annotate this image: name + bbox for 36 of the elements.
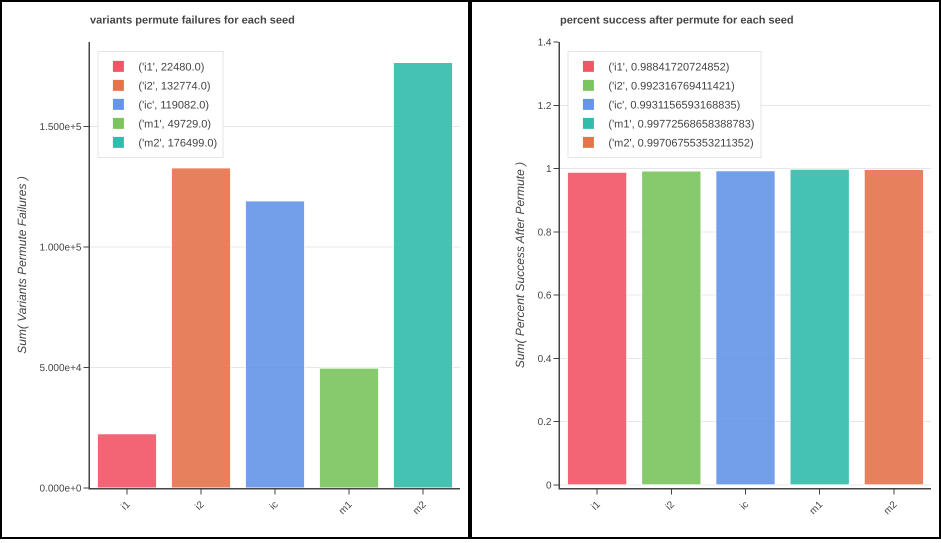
x-tick-label: m2 <box>411 499 429 517</box>
y-tick-label: 0.6 <box>538 290 552 302</box>
legend-label: ('m1', 49729.0) <box>138 118 212 131</box>
x-tick-label: ic <box>738 499 752 512</box>
y-tick-label: 0.8 <box>538 227 552 238</box>
y-tick-label: 1.4 <box>538 38 552 48</box>
y-tick-label: 0.4 <box>538 354 552 365</box>
x-tick-label: m1 <box>808 499 826 517</box>
y-axis-title: Sum( Variants Permute Failures ) <box>15 176 30 354</box>
chart-title: percent success after permute for each seed <box>560 14 794 26</box>
legend-label: ('i2', 132774.0) <box>138 80 210 93</box>
x-tick-label: i2 <box>664 499 678 513</box>
x-tick-label: i2 <box>193 499 207 513</box>
chart-title: variants permute failures for each seed <box>90 14 295 26</box>
y-tick-label: 1 <box>546 164 552 176</box>
x-tick-label: i1 <box>589 499 604 513</box>
legend-label: ('i1', 22480.0) <box>138 62 204 74</box>
legend-label: ('ic', 119082.0) <box>138 100 210 112</box>
y-tick-label: 1.500e+5 <box>40 122 82 133</box>
legend-label: ('m2', 0.99706755353211352) <box>608 138 754 150</box>
y-tick-label: 0.000e+0 <box>40 484 82 494</box>
legend-label: ('ic', 0.9931156593168835) <box>608 100 740 112</box>
x-tick-label: m1 <box>337 499 355 517</box>
legend-label: ('i1', 0.98841720724852) <box>608 62 730 74</box>
y-tick-label: 0 <box>546 480 552 492</box>
legend-label: ('m2', 176499.0) <box>138 138 218 150</box>
y-tick-label: 0.2 <box>538 417 552 428</box>
x-tick-label: ic <box>268 499 281 512</box>
y-tick-label: 1.000e+5 <box>40 242 82 254</box>
legend-label: ('m1', 0.99772568658388783) <box>608 118 755 131</box>
y-tick-label: 5.000e+4 <box>40 362 82 374</box>
y-axis-title: Sum( Percent Success After Permute ) <box>513 162 528 368</box>
x-tick-label: i1 <box>119 499 133 513</box>
y-tick-label: 1.2 <box>538 100 552 112</box>
x-tick-label: m2 <box>882 499 900 517</box>
legend-label: ('i2', 0.992316769411421) <box>608 80 735 93</box>
